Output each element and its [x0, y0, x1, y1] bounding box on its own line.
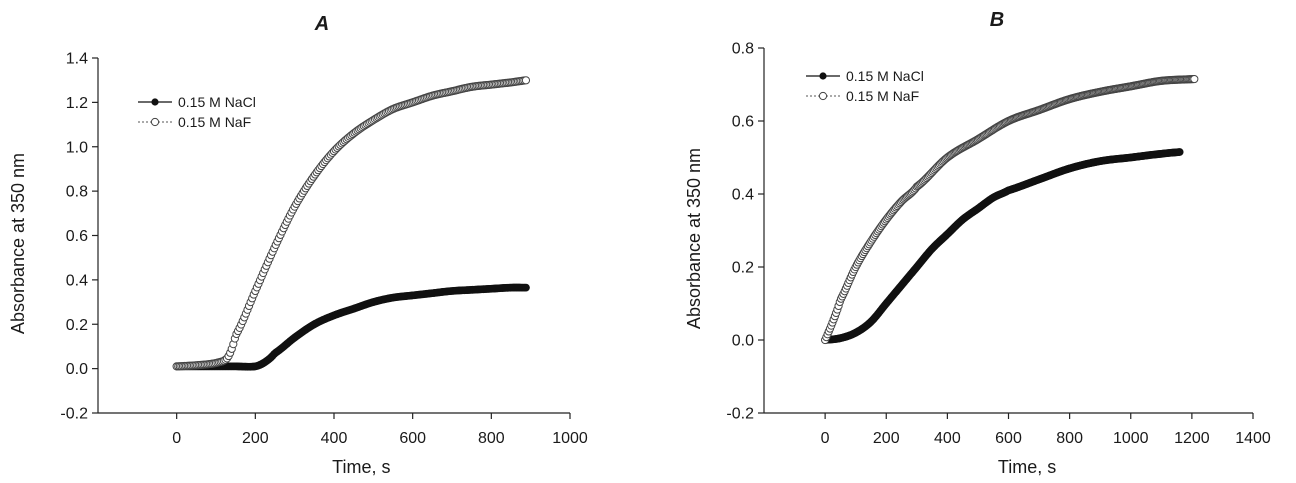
- series-nacl: [172, 283, 530, 371]
- x-axis-title: Time, s: [332, 457, 390, 477]
- series-naf: [821, 74, 1199, 345]
- y-tick-label: 0.6: [732, 114, 754, 131]
- x-tick-label: 1000: [1113, 430, 1149, 447]
- y-tick-label: 0.8: [732, 41, 754, 58]
- x-tick-label: 200: [873, 430, 900, 447]
- legend-label: 0.15 M NaF: [178, 114, 251, 130]
- panel-label: A: [314, 13, 329, 35]
- y-tick-label: 0.8: [66, 184, 88, 201]
- x-tick-label: 400: [934, 430, 961, 447]
- x-tick-label: 1200: [1174, 430, 1210, 447]
- y-tick-label: -0.2: [726, 406, 754, 423]
- x-tick-label: 200: [242, 430, 269, 447]
- legend-marker: [819, 72, 827, 80]
- legend-label: 0.15 M NaCl: [178, 94, 256, 110]
- legend: 0.15 M NaCl 0.15 M NaF: [806, 68, 924, 104]
- x-tick-label: 400: [321, 430, 348, 447]
- legend-marker: [818, 91, 828, 101]
- data-point: [1190, 74, 1199, 84]
- y-tick-label: 1.0: [66, 139, 88, 156]
- x-tick-label: 800: [1056, 430, 1083, 447]
- x-tick-label: 0: [821, 430, 830, 447]
- y-axis-title: Absorbance at 350 nm: [8, 153, 28, 334]
- y-tick-label: 0.0: [732, 333, 754, 350]
- y-tick-label: 1.2: [66, 95, 88, 112]
- y-tick-label: 1.4: [66, 51, 88, 68]
- y-tick-label: 0.0: [66, 361, 88, 378]
- x-tick-label: 600: [995, 430, 1022, 447]
- x-tick-label: 600: [399, 430, 426, 447]
- y-tick-label: 0.6: [66, 228, 88, 245]
- legend: 0.15 M NaCl 0.15 M NaF: [138, 94, 256, 130]
- data-point: [1175, 148, 1184, 156]
- chart-panel-b: B -0.2 0.0 0.2 0.4 0.6 0.8 0 200 400 600 800 1000 120…: [684, 9, 1271, 477]
- panel-label: B: [990, 9, 1004, 31]
- legend-label: 0.15 M NaCl: [846, 68, 924, 84]
- data-point: [521, 76, 531, 85]
- legend-marker: [150, 117, 160, 127]
- data-point: [522, 283, 530, 292]
- x-tick-label: 800: [478, 430, 505, 447]
- x-tick-label: 1000: [552, 430, 588, 447]
- y-tick-label: 0.4: [732, 187, 754, 204]
- legend-label: 0.15 M NaF: [846, 88, 919, 104]
- series-naf: [172, 76, 531, 371]
- chart-panel-a: A -0.2 0.0 0.2 0.4 0.6 0.8 1.0 1.2 1.4 0 200 400 600 8…: [8, 13, 588, 477]
- x-tick-label: 1400: [1235, 430, 1271, 447]
- y-tick-label: 0.2: [66, 317, 88, 334]
- x-axis-title: Time, s: [998, 457, 1056, 477]
- series-nacl: [821, 148, 1184, 344]
- y-tick-label: 0.4: [66, 272, 88, 289]
- x-tick-label: 0: [172, 430, 181, 447]
- y-tick-label: 0.2: [732, 260, 754, 277]
- y-axis-title: Absorbance at 350 nm: [684, 148, 704, 329]
- y-tick-label: -0.2: [60, 406, 88, 423]
- legend-marker: [151, 98, 159, 106]
